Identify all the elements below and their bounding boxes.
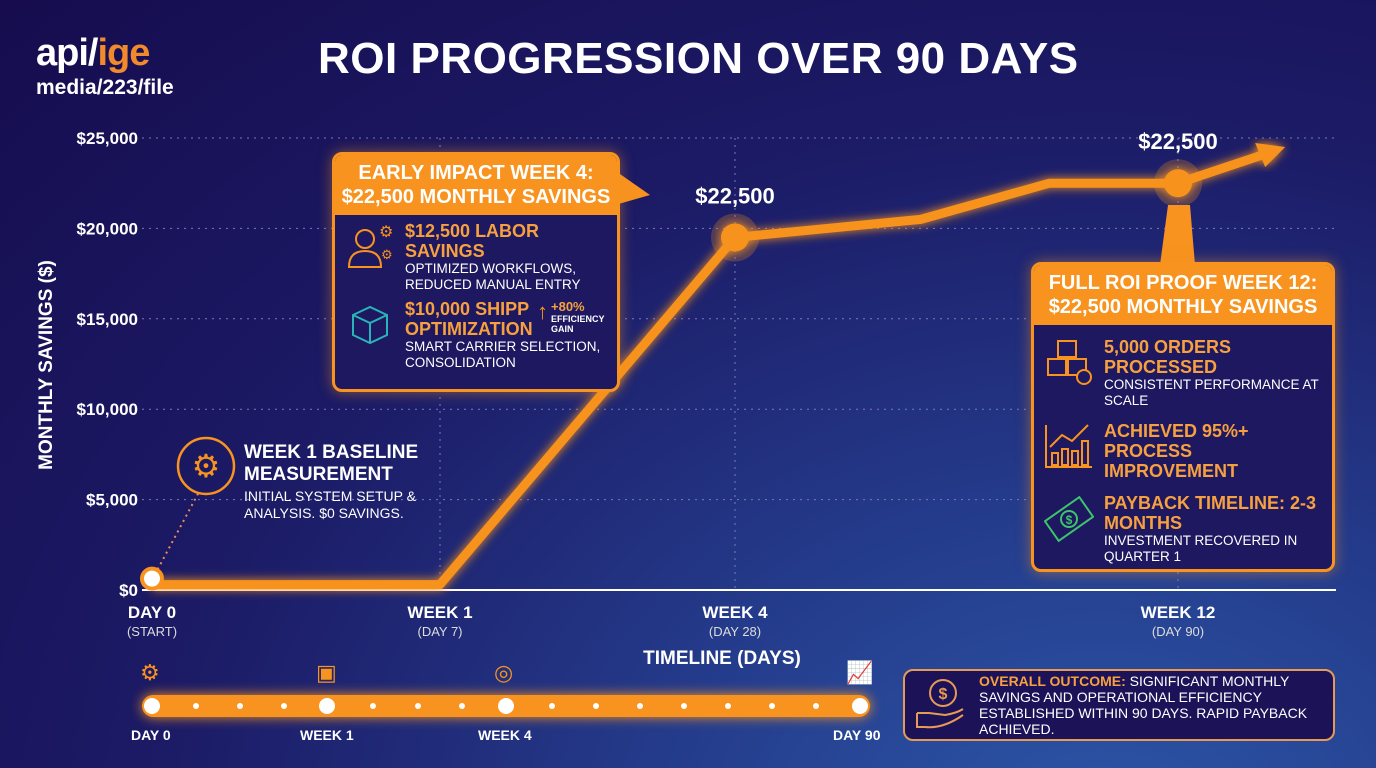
hand-coin-icon: $: [915, 675, 967, 736]
list-item: ⚙ ⚙ $12,500 LABOR SAVINGS OPTIMIZED WORKFL…: [335, 215, 617, 293]
list-item: ACHIEVED 95%+ PROCESS IMPROVEMENT: [1034, 409, 1332, 481]
timeline-dot: [549, 703, 555, 709]
y-axis-label: MONTHLY SAVINGS ($): [36, 260, 57, 470]
timeline-dot: [370, 703, 376, 709]
y-tick-label: $20,000: [77, 219, 138, 238]
arrow-up-icon: ↑: [537, 299, 548, 324]
item-desc: CONSISTENT PERFORMANCE AT SCALE: [1104, 377, 1319, 408]
timeline-dot: [498, 698, 514, 714]
x-axis-label: TIMELINE (DAYS): [643, 648, 801, 669]
svg-text:$: $: [1066, 513, 1073, 527]
overall-outcome-box: $ OVERALL OUTCOME: SIGNIFICANT MONTHLY S…: [903, 669, 1335, 741]
logo-subtitle: media/223/file: [36, 76, 174, 99]
timeline-label: WEEK 1: [300, 727, 354, 743]
timeline-dot: [144, 698, 160, 714]
timeline-dot: [769, 703, 775, 709]
logo-text: api/: [36, 32, 98, 74]
y-tick-label: $15,000: [77, 310, 138, 329]
gear-icon-ring: [176, 436, 236, 496]
x-tick-sublabel: (DAY 28): [709, 624, 761, 639]
gear-icon: ⚙: [140, 660, 160, 685]
y-tick-label: $25,000: [77, 129, 138, 148]
timeline-label: DAY 0: [131, 727, 171, 743]
callout-connector: [151, 489, 201, 581]
page-title: ROI PROGRESSION OVER 90 DAYS: [318, 34, 1079, 83]
early-impact-card: EARLY IMPACT WEEK 4: $22,500 MONTHLY SAV…: [332, 152, 620, 392]
item-desc: OPTIMIZED WORKFLOWS, REDUCED MANUAL ENTR…: [405, 261, 581, 292]
gear-icon: ⚙: [192, 448, 221, 484]
x-tick-label: WEEK 1: [407, 603, 472, 622]
gain-label: EFFICIENCY GAIN: [551, 314, 605, 334]
y-tick-label: $5,000: [86, 491, 138, 510]
coin-hand-icon: ◎: [494, 660, 514, 685]
week1-desc: INITIAL SYSTEM SETUP & ANALYSIS. $0 SAVI…: [244, 488, 416, 521]
data-label: $22,500: [695, 183, 775, 208]
logo-text-accent: ige: [97, 32, 150, 74]
data-point: [1164, 169, 1192, 198]
timeline-dot: [813, 703, 819, 709]
full-roi-card: FULL ROI PROOF WEEK 12: $22,500 MONTHLY …: [1031, 262, 1335, 572]
timeline-dot: [281, 703, 287, 709]
timeline-dot: [193, 703, 199, 709]
x-tick-label: WEEK 4: [702, 603, 768, 622]
card-header: FULL ROI PROOF WEEK 12: $22,500 MONTHLY …: [1034, 265, 1332, 325]
card-header: EARLY IMPACT WEEK 4: $22,500 MONTHLY SAV…: [335, 155, 617, 215]
timeline-dot: [459, 703, 465, 709]
item-title: 5,000 ORDERS PROCESSED: [1104, 337, 1232, 377]
item-desc: INVESTMENT RECOVERED IN QUARTER 1: [1104, 533, 1298, 564]
x-tick-sublabel: (DAY 7): [417, 624, 462, 639]
y-tick-label: $0: [119, 581, 138, 600]
timeline-dot: [681, 703, 687, 709]
item-desc: SMART CARRIER SELECTION, CONSOLIDATION: [405, 339, 601, 370]
outcome-text: SIGNIFICANT MONTHLY SAVINGS AND OPERATIO…: [979, 673, 1308, 737]
gain-value: +80%: [551, 299, 585, 314]
svg-text:⚙: ⚙: [381, 247, 393, 262]
timeline-dot: [319, 698, 335, 714]
box-icon: [345, 299, 395, 349]
timeline-dot: [593, 703, 599, 709]
timeline-dot: [237, 703, 243, 709]
svg-text:⚙: ⚙: [379, 224, 393, 241]
svg-text:$: $: [939, 686, 948, 703]
outcome-label: OVERALL OUTCOME:: [979, 673, 1126, 689]
timeline-dot: [637, 703, 643, 709]
x-tick-label: DAY 0: [128, 603, 176, 622]
timeline-dot: [725, 703, 731, 709]
item-title: ACHIEVED 95%+ PROCESS IMPROVEMENT: [1104, 421, 1249, 481]
y-tick-label: $10,000: [77, 400, 138, 419]
logo: api/ige: [36, 32, 150, 75]
x-tick-sublabel: (START): [127, 624, 177, 639]
worker-gears-icon: ⚙ ⚙: [345, 221, 395, 271]
list-item: 5,000 ORDERS PROCESSED CONSISTENT PERFORM…: [1034, 325, 1332, 409]
data-point: [721, 223, 749, 252]
timeline-dot: [852, 698, 868, 714]
boxes-check-icon: [1044, 337, 1094, 387]
chart-up-icon: 📈: [846, 660, 874, 685]
bar-chart-up-icon: [1044, 421, 1094, 471]
timeline-label: WEEK 4: [478, 727, 532, 743]
callout-pointer: [1160, 205, 1195, 265]
list-item: $10,000 SHIPP OPTIMIZATION SMART CARRIER …: [335, 293, 617, 371]
x-tick-label: WEEK 12: [1141, 603, 1216, 622]
data-label: $22,500: [1138, 129, 1218, 154]
arrow-head: [1255, 143, 1286, 168]
list-item: $ PAYBACK TIMELINE: 2-3 MONTHS INVESTMENT…: [1034, 481, 1332, 565]
money-bill-icon: $: [1043, 493, 1095, 543]
item-title: $10,000 SHIPP OPTIMIZATION: [405, 299, 533, 339]
week1-title: WEEK 1 BASELINE MEASUREMENT: [244, 442, 419, 485]
data-point: [140, 566, 164, 591]
efficiency-gain-badge: ↑ +80% EFFICIENCY GAIN: [537, 299, 605, 334]
timeline-dot: [415, 703, 421, 709]
item-title: $12,500 LABOR SAVINGS: [405, 221, 540, 261]
box-icon: ▣: [316, 660, 337, 685]
timeline-label: DAY 90: [833, 727, 881, 743]
x-tick-sublabel: (DAY 90): [1152, 624, 1204, 639]
item-title: PAYBACK TIMELINE: 2-3 MONTHS: [1104, 493, 1317, 533]
